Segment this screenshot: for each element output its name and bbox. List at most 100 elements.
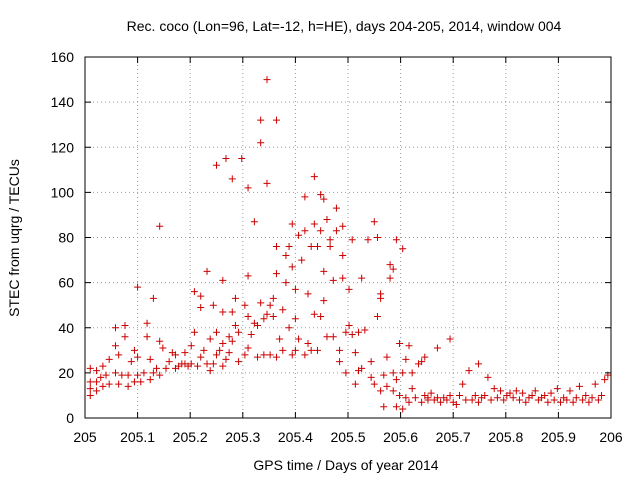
y-tick-label: 20 <box>58 365 74 381</box>
data-point <box>272 353 280 361</box>
data-point <box>392 403 400 411</box>
data-point <box>585 398 593 406</box>
data-point <box>339 222 347 230</box>
data-point <box>165 358 173 366</box>
data-point <box>367 358 375 366</box>
data-point <box>500 396 508 404</box>
data-point <box>162 364 170 372</box>
data-point <box>304 290 312 298</box>
data-point <box>263 76 271 84</box>
data-point <box>134 353 142 361</box>
data-point <box>288 220 296 228</box>
data-point <box>355 328 363 336</box>
data-point <box>342 369 350 377</box>
data-point <box>433 344 441 352</box>
data-point <box>367 373 375 381</box>
x-tick-label: 205.9 <box>541 429 576 445</box>
data-point <box>487 396 495 404</box>
data-point <box>405 342 413 350</box>
data-point <box>130 346 138 354</box>
data-point <box>118 371 126 379</box>
data-point <box>112 369 120 377</box>
data-point <box>313 243 321 251</box>
data-point <box>143 319 151 327</box>
data-point <box>301 351 309 359</box>
y-axis-label: STEC from uqrg / TECUs <box>6 159 22 317</box>
data-point <box>443 396 451 404</box>
data-point <box>241 351 249 359</box>
data-point <box>332 227 340 235</box>
data-point <box>399 369 407 377</box>
data-point <box>269 312 277 320</box>
data-point <box>105 355 113 363</box>
data-point <box>279 346 287 354</box>
data-point <box>484 373 492 381</box>
data-point <box>351 349 359 357</box>
data-point <box>159 344 167 352</box>
data-point <box>213 328 220 336</box>
data-point <box>86 364 94 372</box>
data-point <box>156 222 164 230</box>
data-point <box>569 398 577 406</box>
data-point <box>213 351 220 359</box>
data-point <box>389 369 397 377</box>
data-point <box>310 173 318 181</box>
data-point <box>121 333 129 341</box>
data-point <box>102 371 110 379</box>
data-point <box>380 403 388 411</box>
data-point <box>298 256 306 264</box>
data-point <box>497 387 505 395</box>
data-point <box>386 274 394 282</box>
data-point <box>124 382 132 390</box>
data-point <box>279 306 287 314</box>
data-point <box>263 179 271 187</box>
data-point <box>244 272 252 280</box>
data-point <box>313 346 321 354</box>
data-point <box>231 294 239 302</box>
data-point <box>124 371 132 379</box>
data-point <box>396 340 404 348</box>
data-point <box>272 270 280 278</box>
data-point <box>452 400 460 408</box>
data-point <box>197 292 205 300</box>
data-point <box>86 385 94 393</box>
x-tick-label: 205.2 <box>173 429 208 445</box>
data-point <box>345 285 353 293</box>
data-point <box>437 398 445 406</box>
data-point <box>194 362 202 370</box>
data-point <box>143 333 151 341</box>
data-point <box>490 385 498 393</box>
data-point <box>282 252 290 260</box>
data-point <box>190 288 198 296</box>
data-point <box>320 195 328 203</box>
data-point <box>598 391 606 399</box>
data-point <box>396 391 404 399</box>
data-point <box>156 337 164 345</box>
data-point <box>317 191 325 199</box>
data-point <box>474 360 482 368</box>
data-point <box>531 387 539 395</box>
data-point <box>291 285 299 293</box>
data-point <box>424 394 432 402</box>
data-point <box>222 355 230 363</box>
data-point <box>254 321 262 329</box>
data-point <box>206 335 214 343</box>
data-point <box>553 385 561 393</box>
data-point <box>181 349 189 357</box>
x-tick-label: 206 <box>599 429 623 445</box>
data-point <box>399 245 407 253</box>
data-point <box>377 387 385 395</box>
data-point <box>228 175 236 183</box>
data-point <box>244 312 252 320</box>
data-point <box>329 276 337 284</box>
data-point <box>392 376 400 384</box>
data-point <box>377 290 385 298</box>
chart-title: Rec. coco (Lon=96, Lat=-12, h=HE), days … <box>127 18 562 34</box>
data-point <box>86 378 94 386</box>
data-point <box>421 353 429 361</box>
data-point <box>137 378 145 386</box>
data-point <box>219 276 227 284</box>
data-point <box>522 398 530 406</box>
data-point <box>276 335 284 343</box>
